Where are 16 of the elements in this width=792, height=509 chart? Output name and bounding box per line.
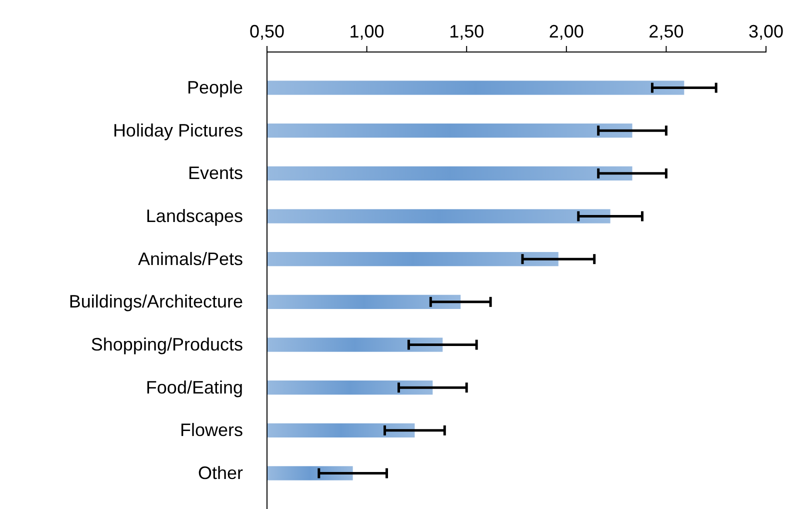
y-tick-label: Food/Eating — [146, 377, 243, 398]
x-tick-label: 1,50 — [449, 22, 484, 42]
y-tick-label: Events — [188, 163, 243, 184]
x-tick-label: 2,50 — [648, 22, 684, 42]
y-tick-label: Landscapes — [146, 206, 243, 226]
x-tick-label: 0,50 — [249, 22, 285, 42]
y-tick-label: People — [186, 78, 243, 98]
y-tick-label: Other — [198, 462, 243, 483]
y-tick-label: Shopping/Products — [90, 334, 243, 355]
y-tick-label: Animals/Pets — [138, 248, 243, 269]
x-tick-label: 2,00 — [548, 22, 584, 42]
y-tick-label: Holiday Pictures — [112, 120, 243, 140]
y-tick-label: Flowers — [180, 420, 243, 440]
y-tick-label: Buildings/Architecture — [68, 292, 243, 312]
x-tick-label: 3,00 — [748, 22, 784, 42]
x-tick-label: 1,00 — [349, 22, 384, 42]
